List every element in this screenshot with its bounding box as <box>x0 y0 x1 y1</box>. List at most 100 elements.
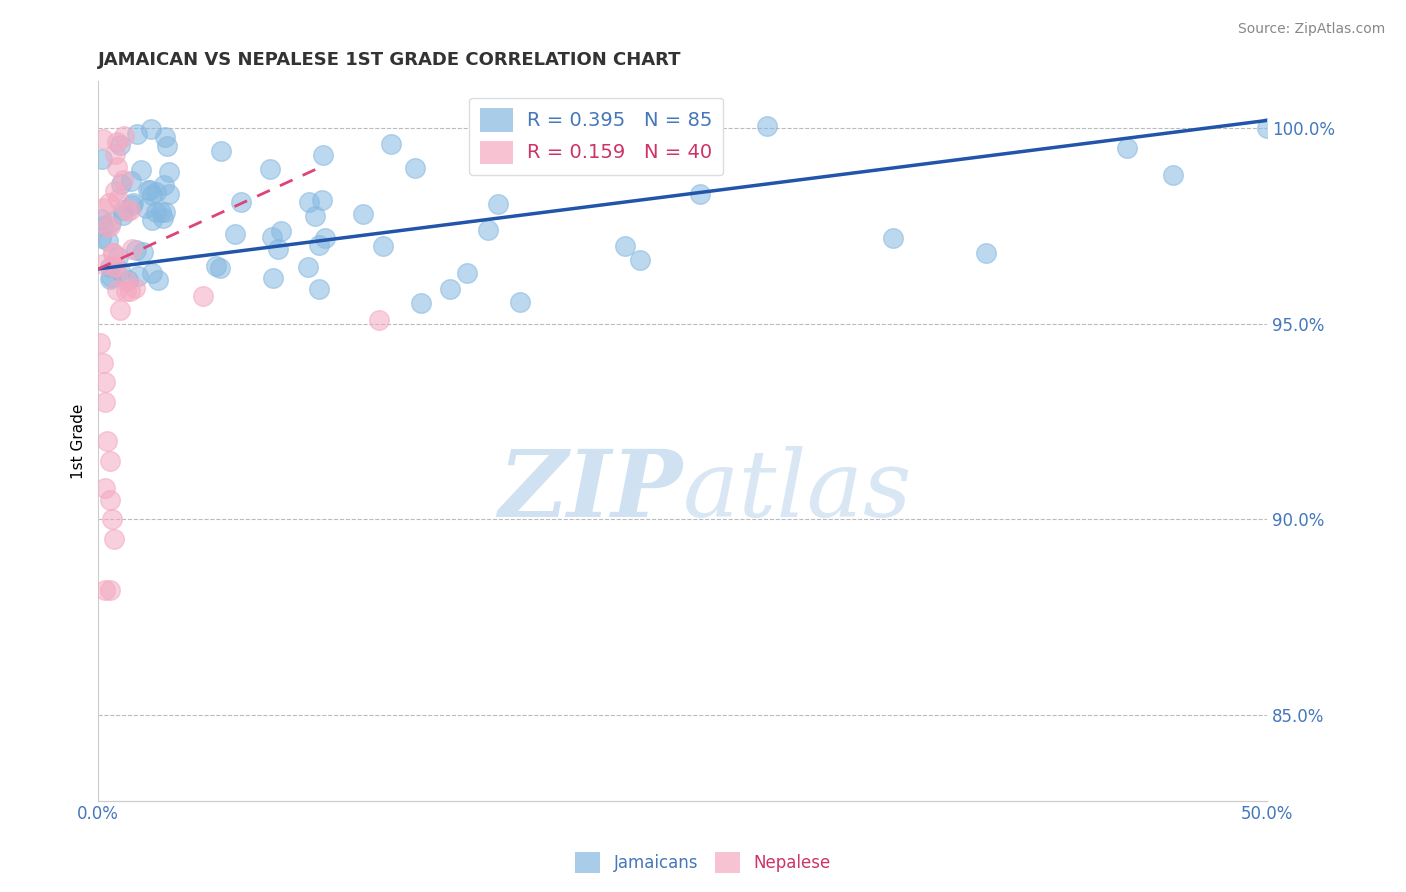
Point <box>145 205 167 219</box>
Point <box>1163 168 1185 182</box>
Point <box>124 281 146 295</box>
Point <box>150 205 173 219</box>
Point <box>209 144 232 158</box>
Point <box>104 146 127 161</box>
Point <box>107 192 129 206</box>
Point <box>114 285 136 299</box>
Point <box>91 219 114 234</box>
Point <box>110 178 132 192</box>
Point <box>98 453 121 467</box>
Point <box>111 173 134 187</box>
Point <box>628 252 651 267</box>
Point <box>108 137 131 152</box>
Point <box>141 188 163 202</box>
Point <box>100 270 122 285</box>
Point <box>104 184 127 198</box>
Point <box>152 211 174 226</box>
Point <box>107 250 129 264</box>
Point <box>603 129 626 144</box>
Point <box>118 284 141 298</box>
Point <box>115 274 138 288</box>
Point <box>103 260 125 275</box>
Point <box>131 163 153 178</box>
Point <box>477 222 499 236</box>
Point <box>304 209 326 223</box>
Point <box>141 212 163 227</box>
Point <box>94 376 117 390</box>
Point <box>91 132 114 146</box>
Point <box>94 395 117 409</box>
Point <box>120 202 142 217</box>
Point <box>110 302 132 317</box>
Point <box>141 266 163 280</box>
Point <box>108 264 131 278</box>
Point <box>94 582 117 597</box>
Legend: R = 0.395   N = 85, R = 0.159   N = 40: R = 0.395 N = 85, R = 0.159 N = 40 <box>470 97 724 175</box>
Point <box>755 119 778 133</box>
Point <box>209 261 232 276</box>
Point <box>262 271 284 285</box>
Point <box>157 186 180 201</box>
Point <box>98 260 121 274</box>
Point <box>132 245 155 260</box>
Point <box>98 582 121 597</box>
Text: ZIP: ZIP <box>498 446 682 536</box>
Point <box>404 161 426 175</box>
Point <box>90 152 112 166</box>
Point <box>139 183 162 197</box>
Point <box>101 245 124 260</box>
Point <box>98 195 121 210</box>
Point <box>371 239 394 253</box>
Point <box>98 492 121 507</box>
Point <box>112 202 135 217</box>
Point <box>297 260 319 274</box>
Point <box>439 282 461 296</box>
Point <box>117 273 139 287</box>
Text: atlas: atlas <box>682 446 912 536</box>
Point <box>613 239 636 253</box>
Point <box>976 246 998 260</box>
Point <box>353 207 375 221</box>
Point <box>157 165 180 179</box>
Point <box>98 272 121 286</box>
Point <box>100 215 122 229</box>
Point <box>98 219 121 234</box>
Point <box>205 259 228 273</box>
Point <box>105 161 128 175</box>
Point <box>509 295 531 310</box>
Text: JAMAICAN VS NEPALESE 1ST GRADE CORRELATION CHART: JAMAICAN VS NEPALESE 1ST GRADE CORRELATI… <box>98 51 682 69</box>
Point <box>1256 121 1278 136</box>
Point <box>156 138 179 153</box>
Point <box>105 259 128 273</box>
Point <box>193 289 215 303</box>
Text: Source: ZipAtlas.com: Source: ZipAtlas.com <box>1237 22 1385 37</box>
Point <box>308 238 330 252</box>
Point <box>101 512 124 526</box>
Point <box>136 183 159 197</box>
Point <box>91 356 114 370</box>
Point <box>125 127 148 141</box>
Point <box>456 266 478 280</box>
Point <box>270 224 292 238</box>
Point <box>90 230 112 244</box>
Point <box>103 532 125 546</box>
Point <box>367 313 389 327</box>
Point <box>94 481 117 495</box>
Point <box>105 136 128 150</box>
Point <box>135 201 157 215</box>
Point <box>96 434 118 448</box>
Point <box>101 245 124 260</box>
Point <box>259 161 281 176</box>
Point <box>882 230 904 244</box>
Point <box>112 129 135 144</box>
Point <box>298 195 321 210</box>
Point <box>97 235 120 249</box>
Point <box>96 220 118 235</box>
Point <box>90 212 112 227</box>
Point <box>262 230 284 244</box>
Point <box>308 282 330 296</box>
Point <box>155 204 177 219</box>
Point <box>145 185 167 199</box>
Point <box>689 187 711 202</box>
Point <box>148 273 170 287</box>
